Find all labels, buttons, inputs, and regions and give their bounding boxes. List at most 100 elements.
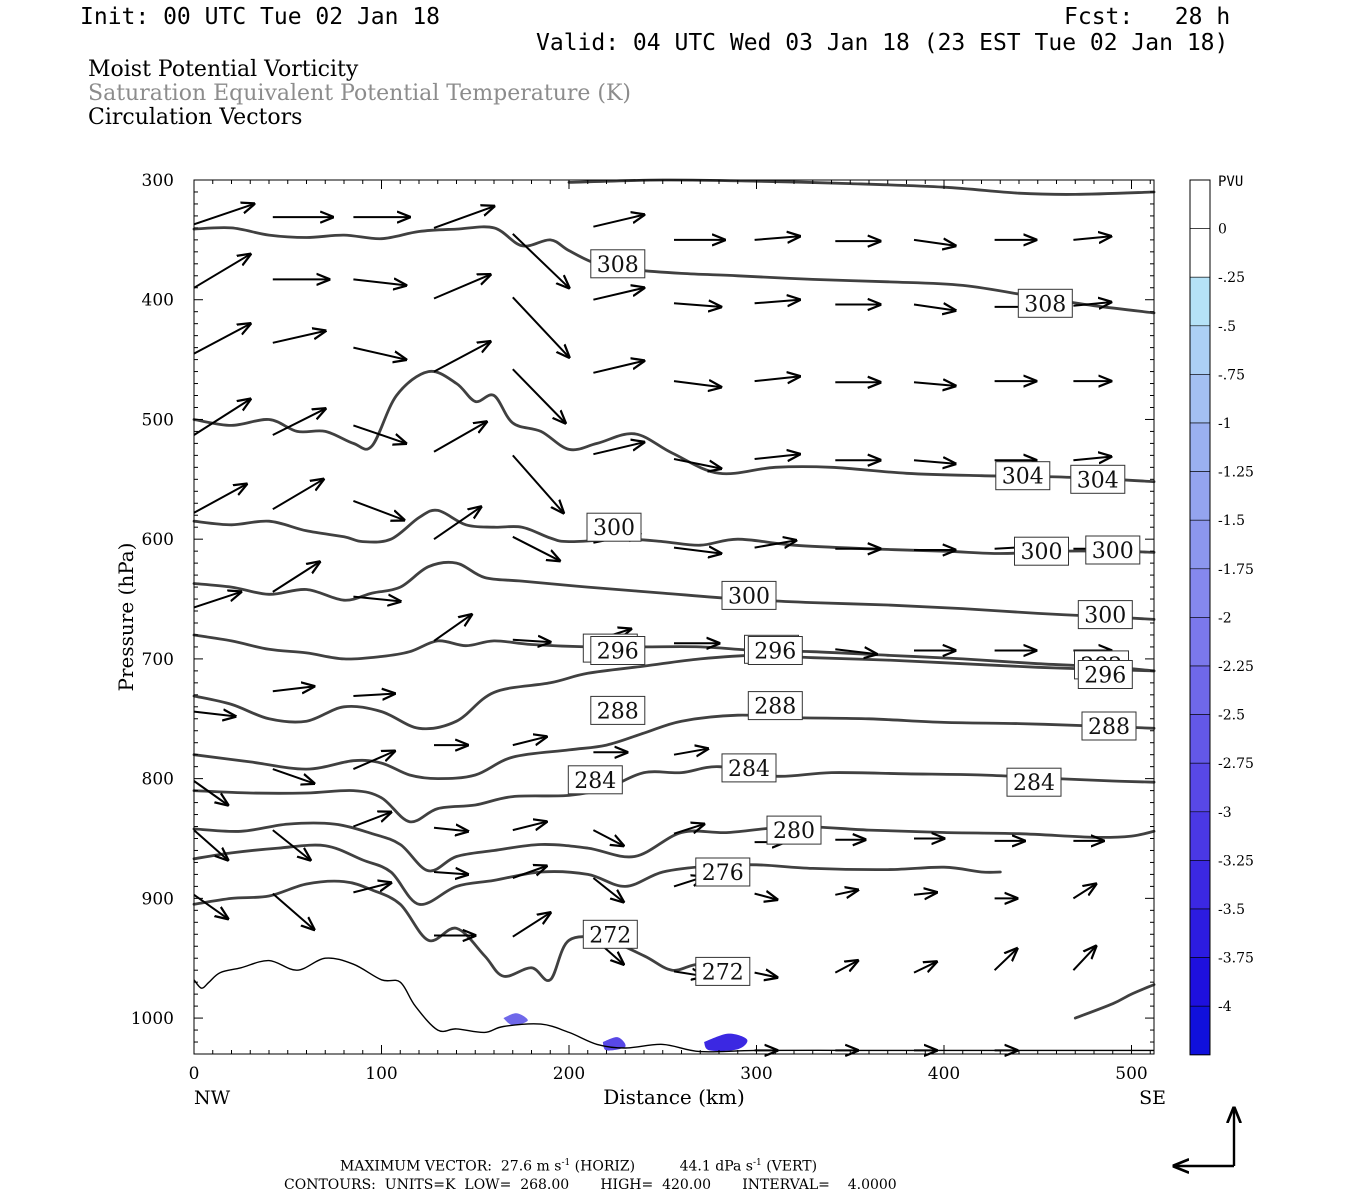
contour-label: 304 bbox=[1077, 468, 1119, 493]
contour-label: 296 bbox=[754, 640, 796, 665]
circulation-vector bbox=[512, 822, 547, 830]
x-left-label: NW bbox=[194, 1087, 231, 1109]
colorbar-units: PVU bbox=[1218, 174, 1243, 190]
circulation-vector bbox=[193, 592, 241, 609]
contour-label: 288 bbox=[754, 695, 796, 720]
circulation-vector bbox=[673, 824, 704, 835]
contour-label: 272 bbox=[589, 923, 631, 948]
colorbar-bin bbox=[1189, 228, 1211, 278]
colorbar-bin bbox=[1189, 568, 1211, 618]
contour-label: 300 bbox=[593, 516, 635, 541]
contour-label-box bbox=[766, 815, 822, 845]
circulation-vector bbox=[913, 382, 955, 386]
circulation-vector bbox=[673, 303, 721, 307]
contour-272 bbox=[192, 879, 740, 982]
circulation-vector bbox=[1073, 302, 1111, 306]
colorbar-bin bbox=[1189, 519, 1211, 570]
contour-label: 288 bbox=[597, 699, 639, 724]
y-tick-label: 1000 bbox=[131, 1009, 174, 1029]
circulation-vector bbox=[433, 507, 481, 541]
circulation-vector bbox=[512, 866, 547, 879]
contour-label-box bbox=[721, 580, 777, 610]
y-axis-title: Pressure (hPa) bbox=[114, 543, 138, 692]
circulation-vector bbox=[272, 829, 311, 860]
colorbar-bin bbox=[1189, 811, 1211, 861]
reference-vector bbox=[1168, 1100, 1248, 1180]
mpv-region bbox=[390, 988, 416, 1013]
contour-label-box bbox=[1017, 288, 1073, 318]
title-vectors: Circulation Vectors bbox=[88, 105, 303, 130]
circulation-vector bbox=[353, 424, 406, 443]
circulation-vector bbox=[593, 215, 644, 228]
circulation-vector bbox=[673, 548, 721, 554]
contour-label-box bbox=[747, 636, 803, 665]
x-tick-label: 200 bbox=[553, 1064, 585, 1084]
contour-label-box bbox=[695, 956, 751, 986]
colorbar-bin bbox=[1189, 908, 1211, 958]
contour-label-box bbox=[995, 461, 1051, 491]
contour-label-box bbox=[567, 765, 623, 795]
colorbar-bin bbox=[1189, 957, 1211, 1007]
colorbar-label: -1.5 bbox=[1218, 513, 1245, 529]
colorbar-label: -2.25 bbox=[1218, 659, 1254, 675]
circulation-vector bbox=[352, 751, 394, 771]
contour-292 bbox=[192, 653, 1156, 731]
circulation-vector bbox=[673, 381, 721, 387]
axes: 300 400 500 600 700 800 900 1000 0 100 200 300 400 50… bbox=[131, 171, 1154, 1084]
colorbar-label: -3.75 bbox=[1218, 951, 1254, 967]
circulation-vector bbox=[1072, 884, 1096, 900]
x-right-label: SE bbox=[1139, 1087, 1166, 1109]
contour-label-box bbox=[747, 691, 803, 721]
circulation-vector bbox=[193, 399, 250, 436]
circulation-vector bbox=[913, 460, 955, 464]
circulation-vector bbox=[272, 562, 320, 593]
circulation-vector bbox=[193, 712, 235, 717]
contour-label-box bbox=[721, 753, 777, 783]
contour-label-box bbox=[582, 919, 638, 949]
circulation-vector bbox=[593, 442, 644, 456]
mpv-region bbox=[664, 1011, 1174, 1053]
contour-label: 280 bbox=[773, 819, 815, 844]
mpv-region bbox=[503, 1013, 528, 1026]
circulation-vector bbox=[433, 872, 468, 874]
circulation-vector bbox=[433, 275, 490, 300]
mpv-region bbox=[1067, 864, 1080, 877]
contour-label-box bbox=[590, 636, 646, 665]
colorbar-label: -1.75 bbox=[1218, 562, 1254, 578]
contour-276 bbox=[1073, 983, 1156, 1020]
contour-label-box bbox=[1070, 464, 1126, 494]
colorbar-bin bbox=[1189, 471, 1211, 521]
colorbar-label: -4 bbox=[1218, 999, 1232, 1015]
contour-label: 296 bbox=[597, 640, 639, 665]
contour-308 bbox=[192, 225, 1156, 315]
mpv-region bbox=[704, 1033, 748, 1052]
colorbar-bin bbox=[1189, 665, 1211, 715]
colorbar-bin bbox=[1189, 1005, 1211, 1056]
contour-300 bbox=[192, 560, 1156, 621]
plot-frame bbox=[193, 179, 1155, 1055]
circulation-vector bbox=[754, 300, 800, 304]
contour-label: 288 bbox=[1088, 715, 1130, 740]
circulation-vector bbox=[433, 206, 494, 229]
circulation-vector bbox=[353, 812, 391, 828]
mpv-region bbox=[197, 964, 251, 1001]
circulation-vector bbox=[754, 894, 778, 900]
title-theta-es: Saturation Equivalent Potential Temperat… bbox=[88, 81, 631, 106]
contour-label-box bbox=[590, 695, 646, 725]
title-mpv: Moist Potential Vorticity bbox=[88, 57, 359, 82]
contour-label-box bbox=[1085, 535, 1141, 565]
circulation-vector bbox=[272, 768, 314, 783]
circulation-vector bbox=[193, 829, 228, 860]
circulation-vector bbox=[433, 342, 490, 373]
contour-label-box bbox=[1006, 767, 1062, 797]
contour-label: 308 bbox=[1024, 292, 1066, 317]
colorbar-label: -1.25 bbox=[1218, 465, 1254, 481]
circulation-vector bbox=[433, 828, 468, 832]
circulation-vector bbox=[1072, 946, 1096, 971]
contour-label-box bbox=[1077, 660, 1133, 689]
circulation-vector bbox=[433, 615, 472, 642]
colorbar: PVU 0 -.25 -.5 -.75 -1 -1.25 -1.5 -1.75 -2 -2.25 -2… bbox=[1189, 174, 1254, 1056]
colorbar-bin bbox=[1189, 276, 1211, 327]
colorbar-bin bbox=[1189, 617, 1211, 667]
